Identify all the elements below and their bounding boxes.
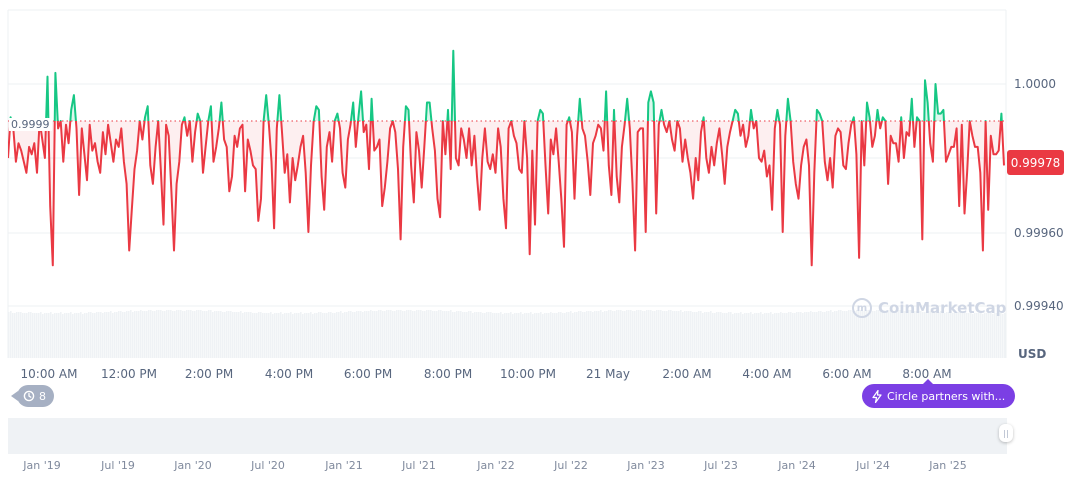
events-badge[interactable]: 8	[11, 385, 54, 407]
x-axis-label: 2:00 PM	[184, 367, 234, 381]
x-axis-label: 6:00 AM	[822, 367, 872, 381]
navigator-date-label: Jan '19	[23, 459, 61, 472]
x-axis-label: 8:00 PM	[423, 367, 473, 381]
history-icon	[23, 390, 35, 402]
x-axis-label: 21 May	[586, 367, 630, 381]
watermark-text: CoinMarketCap	[878, 299, 1007, 317]
navigator-date-label: Jan '20	[174, 459, 212, 472]
navigator-date-label: Jul '23	[704, 459, 738, 472]
current-price-tag: 0.99978	[1007, 150, 1064, 175]
news-event-pill[interactable]: Circle partners with...	[862, 379, 1016, 408]
y-axis-label-3: 0.99940	[1014, 299, 1064, 313]
drag-handle-icon[interactable]: ||	[999, 424, 1013, 442]
price-line-below	[8, 121, 1005, 267]
navigator-date-label: Jul '20	[251, 459, 285, 472]
navigator-date-label: Jan '24	[778, 459, 816, 472]
x-axis-label: 4:00 AM	[742, 367, 792, 381]
coinmarketcap-watermark: m CoinMarketCap	[852, 298, 1006, 318]
navigator-date-label: Jul '24	[856, 459, 890, 472]
navigator-date-label: Jan '25	[929, 459, 967, 472]
baseline-label: 0.9999	[9, 118, 52, 131]
navigator-date-label: Jan '23	[627, 459, 665, 472]
navigator-date-label: Jan '22	[477, 459, 515, 472]
y-axis-label-1: 1.0000	[1014, 77, 1056, 91]
navigator-date-label: Jan '21	[325, 459, 363, 472]
x-axis-label: 8:00 AM	[902, 367, 952, 381]
time-range-navigator[interactable]	[8, 418, 1007, 454]
navigator-date-label: Jul '21	[402, 459, 436, 472]
x-axis-label: 10:00 AM	[20, 367, 78, 381]
navigator-date-label: Jul '22	[554, 459, 588, 472]
volume-bars	[8, 310, 1006, 358]
x-axis-label: 4:00 PM	[264, 367, 314, 381]
events-count: 8	[39, 389, 46, 403]
coinmarketcap-logo-icon: m	[852, 298, 872, 318]
x-axis-label: 10:00 PM	[500, 367, 556, 381]
currency-label: USD	[1018, 347, 1047, 361]
lightning-icon	[872, 389, 882, 403]
navigator-date-label: Jul '19	[101, 459, 135, 472]
news-event-label: Circle partners with...	[887, 389, 1006, 403]
y-axis-label-2: 0.99960	[1014, 226, 1064, 240]
x-axis-label: 6:00 PM	[343, 367, 393, 381]
x-axis-label: 2:00 AM	[662, 367, 712, 381]
x-axis-label: 12:00 PM	[101, 367, 157, 381]
